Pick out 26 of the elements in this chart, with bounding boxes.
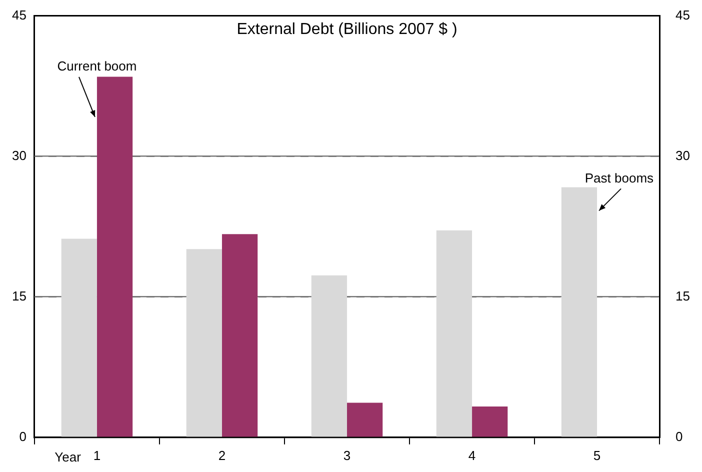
x-tick-label: 4 [468,448,476,463]
annotation: Current boom [57,58,137,74]
y-tick-label: 15 [12,288,26,304]
bar [472,406,508,437]
bar [222,234,258,437]
x-tick-label: 1 [93,448,101,463]
y2-tick-label: 30 [676,148,690,163]
bar [96,76,133,437]
y2-tick-label: 0 [676,428,683,444]
x-axis-title: Year [54,449,82,464]
bar [311,275,347,437]
bar [561,187,598,437]
bar [186,249,222,437]
bar [436,230,472,437]
chart-title: External Debt (Billions 2007 $ ) [236,21,458,38]
y-tick-label: 45 [12,7,26,22]
x-tick-label: 5 [593,448,601,463]
y-tick-label: 0 [19,428,26,444]
annotation: Past booms [584,170,654,186]
y2-tick-label: 45 [676,7,690,22]
y-tick-label: 30 [12,148,26,163]
x-tick-label: 3 [343,448,351,463]
bar [347,402,383,437]
y2-tick-label: 15 [676,288,690,304]
x-tick-label: 2 [218,448,226,463]
bar [61,238,97,437]
